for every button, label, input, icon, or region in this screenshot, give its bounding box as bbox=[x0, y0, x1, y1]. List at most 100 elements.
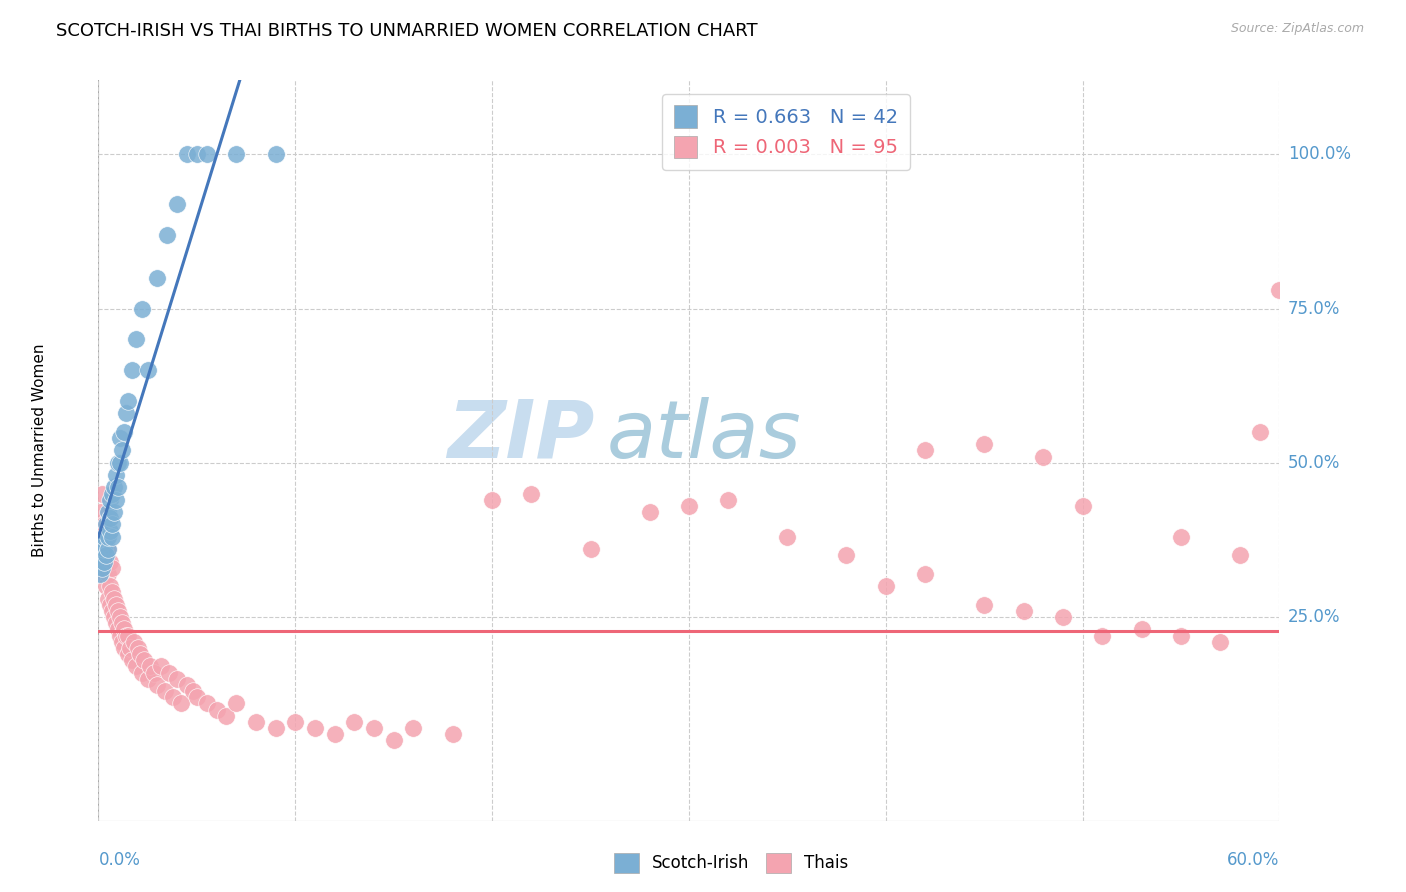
Point bbox=[520, 486, 543, 500]
Point bbox=[181, 684, 204, 698]
Point bbox=[835, 549, 858, 563]
Point bbox=[97, 566, 120, 581]
Point bbox=[103, 505, 125, 519]
Text: Source: ZipAtlas.com: Source: ZipAtlas.com bbox=[1230, 22, 1364, 36]
Point bbox=[382, 733, 405, 747]
Point bbox=[91, 560, 114, 574]
Point bbox=[96, 579, 118, 593]
Point bbox=[678, 499, 700, 513]
Point bbox=[103, 610, 125, 624]
Point bbox=[131, 665, 153, 680]
Point bbox=[186, 147, 208, 161]
Point bbox=[93, 542, 115, 557]
Point bbox=[108, 456, 131, 470]
Point bbox=[1268, 283, 1291, 297]
Point bbox=[1229, 549, 1251, 563]
Point bbox=[176, 147, 198, 161]
Text: 60.0%: 60.0% bbox=[1227, 851, 1279, 869]
Point bbox=[98, 598, 121, 612]
Point bbox=[98, 579, 121, 593]
Point bbox=[579, 542, 602, 557]
Point bbox=[1130, 623, 1153, 637]
Point bbox=[121, 653, 143, 667]
Point bbox=[93, 517, 115, 532]
Point bbox=[176, 678, 198, 692]
Point bbox=[96, 554, 118, 569]
Point bbox=[343, 714, 366, 729]
Point bbox=[875, 579, 897, 593]
Point bbox=[215, 708, 238, 723]
Point bbox=[973, 437, 995, 451]
Point bbox=[166, 672, 188, 686]
Point bbox=[117, 394, 139, 409]
Point bbox=[1091, 629, 1114, 643]
Point bbox=[97, 530, 120, 544]
Point bbox=[146, 678, 169, 692]
Point bbox=[101, 486, 124, 500]
Point bbox=[157, 665, 180, 680]
Text: Births to Unmarried Women: Births to Unmarried Women bbox=[32, 343, 46, 558]
Point bbox=[138, 659, 160, 673]
Point bbox=[245, 714, 267, 729]
Point bbox=[225, 697, 247, 711]
Point bbox=[115, 629, 138, 643]
Point bbox=[91, 486, 114, 500]
Point bbox=[121, 363, 143, 377]
Point bbox=[1209, 634, 1232, 648]
Point bbox=[101, 517, 124, 532]
Point bbox=[98, 524, 121, 538]
Point bbox=[304, 721, 326, 735]
Point bbox=[98, 511, 121, 525]
Point bbox=[103, 591, 125, 606]
Text: ZIP: ZIP bbox=[447, 397, 595, 475]
Point bbox=[107, 623, 129, 637]
Text: 25.0%: 25.0% bbox=[1288, 608, 1340, 626]
Point bbox=[108, 610, 131, 624]
Point bbox=[105, 598, 128, 612]
Point bbox=[125, 333, 148, 347]
Point bbox=[108, 629, 131, 643]
Point bbox=[150, 659, 173, 673]
Point bbox=[1012, 604, 1035, 618]
Point bbox=[112, 640, 135, 655]
Point bbox=[101, 604, 124, 618]
Point bbox=[155, 684, 177, 698]
Point bbox=[105, 616, 128, 631]
Point bbox=[96, 530, 118, 544]
Text: SCOTCH-IRISH VS THAI BIRTHS TO UNMARRIED WOMEN CORRELATION CHART: SCOTCH-IRISH VS THAI BIRTHS TO UNMARRIED… bbox=[56, 22, 758, 40]
Point bbox=[481, 492, 503, 507]
Point bbox=[131, 301, 153, 316]
Point bbox=[162, 690, 184, 705]
Point bbox=[89, 549, 111, 563]
Point bbox=[97, 542, 120, 557]
Point bbox=[97, 591, 120, 606]
Point bbox=[115, 407, 138, 421]
Point bbox=[146, 270, 169, 285]
Text: atlas: atlas bbox=[606, 397, 801, 475]
Legend: R = 0.663   N = 42, R = 0.003   N = 95: R = 0.663 N = 42, R = 0.003 N = 95 bbox=[662, 94, 910, 169]
Point bbox=[1052, 610, 1074, 624]
Point bbox=[101, 560, 124, 574]
Legend: Scotch-Irish, Thais: Scotch-Irish, Thais bbox=[607, 847, 855, 880]
Point bbox=[195, 697, 218, 711]
Point bbox=[91, 549, 114, 563]
Point bbox=[1249, 425, 1271, 439]
Point bbox=[96, 549, 118, 563]
Point bbox=[186, 690, 208, 705]
Point bbox=[93, 566, 115, 581]
Point bbox=[97, 505, 120, 519]
Point bbox=[127, 640, 149, 655]
Point bbox=[118, 640, 141, 655]
Point bbox=[101, 585, 124, 599]
Point bbox=[122, 634, 145, 648]
Point bbox=[111, 443, 134, 458]
Point bbox=[441, 727, 464, 741]
Point bbox=[225, 147, 247, 161]
Point bbox=[111, 616, 134, 631]
Point bbox=[111, 634, 134, 648]
Point bbox=[914, 566, 936, 581]
Point bbox=[103, 481, 125, 495]
Text: 50.0%: 50.0% bbox=[1288, 454, 1340, 472]
Point bbox=[98, 492, 121, 507]
Point bbox=[98, 554, 121, 569]
